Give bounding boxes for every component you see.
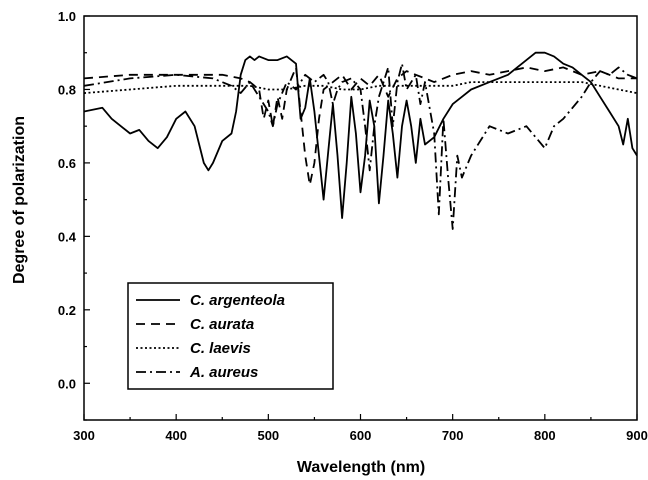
plot-layer xyxy=(84,51,637,230)
x-tick-label: 300 xyxy=(73,428,95,443)
y-tick-label: 0.2 xyxy=(58,303,76,318)
series-line-2 xyxy=(84,66,637,186)
x-tick-label: 800 xyxy=(534,428,556,443)
legend-label-3: C. laevis xyxy=(190,340,251,357)
legend-label-4: A. aureus xyxy=(189,364,258,381)
x-tick-label: 500 xyxy=(257,428,279,443)
axes-layer: 300 400 500 600 700 800 900 0.0 0.2 0.4 0.6 0.8 1.0 xyxy=(58,9,648,443)
y-tick-label: 0.4 xyxy=(58,229,77,244)
legend-label-2: C. aurata xyxy=(190,316,254,333)
x-tick-label: 700 xyxy=(442,428,464,443)
x-tick-label: 400 xyxy=(165,428,187,443)
y-tick-label: 0.8 xyxy=(58,82,76,97)
y-axis-title: Degree of polarization xyxy=(11,116,28,284)
series-line-1 xyxy=(84,51,637,219)
y-tick-label: 0.6 xyxy=(58,156,76,171)
y-tick-label: 1.0 xyxy=(58,9,76,24)
series-line-4 xyxy=(84,62,637,230)
x-axis-title: Wavelength (nm) xyxy=(297,459,425,476)
x-tick-label: 900 xyxy=(626,428,648,443)
legend-label-1: C. argenteola xyxy=(190,292,285,309)
x-tick-label: 600 xyxy=(350,428,372,443)
y-tick-label: 0.0 xyxy=(58,376,76,391)
legend: C. argenteola C. aurata C. laevis A. aureus xyxy=(127,282,334,390)
